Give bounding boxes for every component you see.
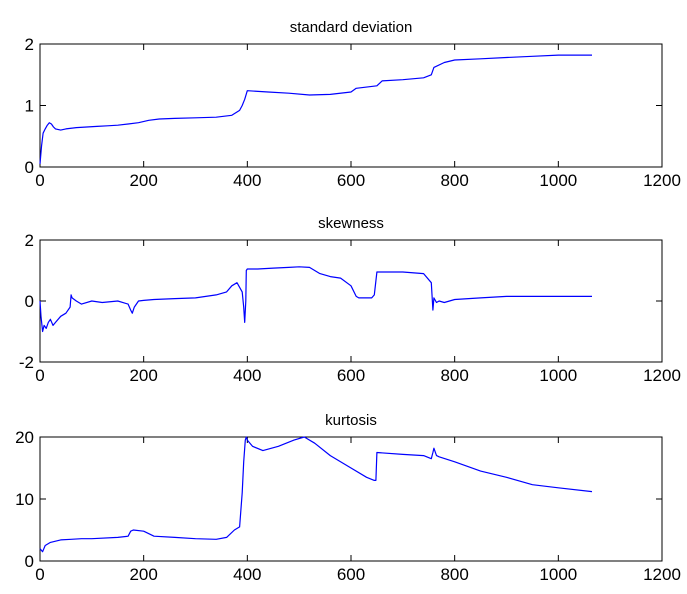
y-tick-label: -2 [19,353,34,372]
x-tick-label: 0 [35,171,44,190]
x-tick-label: 200 [129,366,157,385]
x-tick-label: 1200 [643,171,681,190]
y-tick-label: 1 [25,97,34,116]
x-tick-label: 800 [440,171,468,190]
y-tick-label: 0 [25,158,34,177]
x-tick-label: 600 [337,171,365,190]
x-tick-label: 800 [440,565,468,584]
x-tick-label: 400 [233,366,261,385]
plot-frame [39,43,663,168]
x-tick-label: 600 [337,565,365,584]
y-tick-label: 20 [15,428,34,447]
series-line [39,266,592,333]
x-tick-label: 200 [129,171,157,190]
x-tick-label: 1000 [539,366,577,385]
x-tick-label: 0 [35,565,44,584]
x-tick-label: 400 [233,565,261,584]
x-tick-label: 0 [35,366,44,385]
y-tick-label: 0 [25,552,34,571]
subplot-title: standard deviation [290,19,413,36]
x-tick-label: 600 [337,366,365,385]
x-tick-label: 1000 [539,171,577,190]
x-tick-label: 800 [440,366,468,385]
plot-frame [39,239,663,363]
plot-frame [39,436,663,562]
x-tick-label: 1200 [643,366,681,385]
y-tick-label: 2 [25,35,34,54]
y-tick-label: 10 [15,490,34,509]
x-tick-label: 1200 [643,565,681,584]
y-tick-label: 2 [25,231,34,250]
x-tick-label: 200 [129,565,157,584]
series-line [39,436,593,553]
x-tick-label: 1000 [539,565,577,584]
subplot-kurtosis: kurtosis 0 200 400 600 800 1000 1200 0 10 20 [15,412,681,584]
y-tick-label: 0 [25,292,34,311]
x-tick-label: 400 [233,171,261,190]
series-line [39,54,592,164]
subplot-title: kurtosis [325,412,377,429]
subplot-standard-deviation: standard deviation 0 200 400 600 800 1000 1200 0… [25,19,681,190]
subplot-title: skewness [318,215,384,232]
